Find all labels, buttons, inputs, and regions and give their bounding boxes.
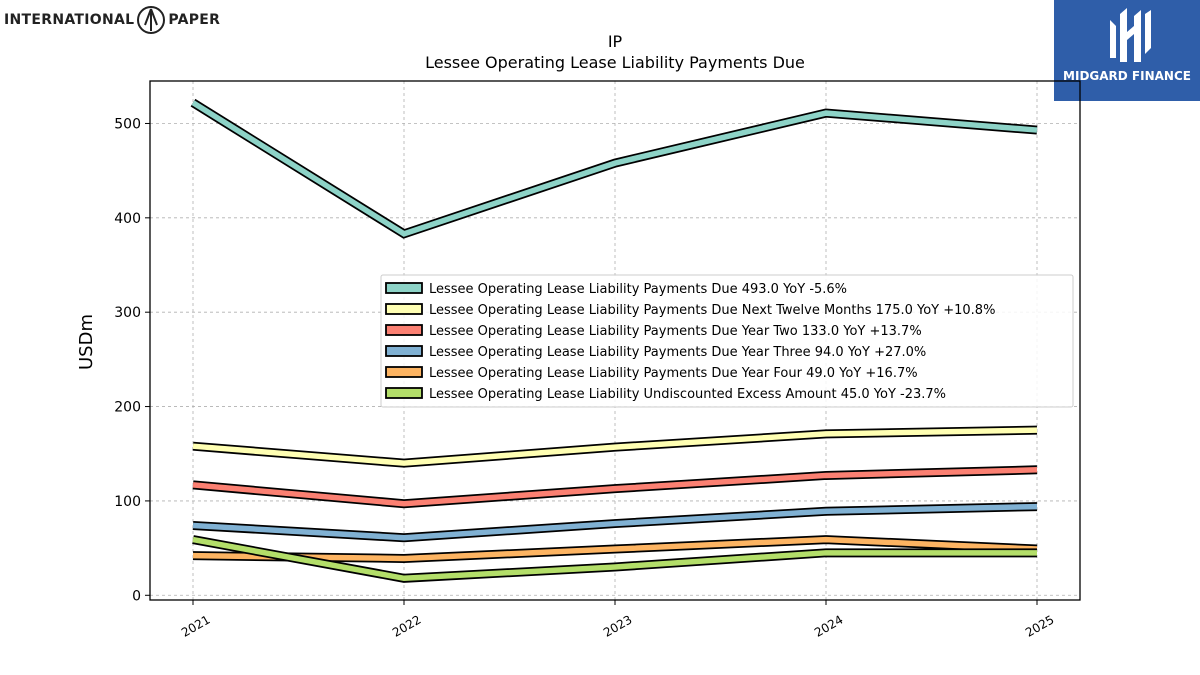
midgard-emblem-icon: [1110, 8, 1151, 62]
legend-box: [380, 274, 1074, 408]
legend-swatch: [385, 303, 423, 315]
international-paper-logo: INTERNATIONAL PAPER: [4, 4, 220, 36]
y-tick-label: 200: [114, 400, 141, 416]
y-tick-label: 500: [114, 116, 141, 132]
logo-word-international: INTERNATIONAL: [4, 12, 135, 28]
series-lines: [190, 98, 1038, 583]
legend: Lessee Operating Lease Liability Payment…: [380, 274, 1074, 408]
midgard-finance-logo: MIDGARD FINANCE: [1054, 0, 1200, 101]
legend-label: Lessee Operating Lease Liability Payment…: [429, 324, 922, 339]
x-tick-label: 2025: [1023, 612, 1056, 639]
legend-label: Lessee Operating Lease Liability Payment…: [429, 345, 926, 360]
legend-swatch: [385, 366, 423, 378]
midgard-finance-name: MIDGARD FINANCE: [1063, 69, 1191, 83]
x-tick-label: 2022: [390, 612, 423, 639]
legend-item: Lessee Operating Lease Liability Payment…: [385, 324, 922, 339]
series-1: [190, 98, 1038, 239]
series-6: [192, 535, 1038, 583]
legend-item: Lessee Operating Lease Liability Payment…: [385, 303, 995, 318]
series-4: [192, 502, 1038, 543]
legend-swatch: [385, 282, 423, 294]
chart-subtitle: Lessee Operating Lease Liability Payment…: [425, 53, 805, 72]
y-axis-label: USDm: [76, 314, 97, 370]
ip-emblem-icon: [137, 6, 166, 34]
x-axis: 2021 2022 2023 2024 2025: [179, 600, 1057, 640]
x-tick-label: 2024: [812, 612, 845, 639]
y-tick-label: 400: [114, 211, 141, 227]
x-tick-label: 2021: [179, 612, 212, 639]
y-tick-label: 100: [114, 494, 141, 510]
legend-item: Lessee Operating Lease Liability Payment…: [385, 345, 926, 360]
series-2: [192, 425, 1038, 468]
chart-title: IP: [608, 32, 623, 51]
legend-label: Lessee Operating Lease Liability Payment…: [429, 303, 995, 318]
series-line: [192, 467, 1038, 507]
logo-word-paper: PAPER: [168, 12, 221, 28]
series-3: [192, 465, 1038, 509]
x-tick-label: 2023: [601, 612, 634, 639]
legend-swatch: [385, 345, 423, 357]
legend-swatch: [385, 387, 423, 399]
y-tick-label: 300: [114, 305, 141, 321]
legend-item: Lessee Operating Lease Liability Undisco…: [385, 387, 946, 402]
legend-item: Lessee Operating Lease Liability Payment…: [385, 282, 847, 297]
legend-label: Lessee Operating Lease Liability Payment…: [429, 282, 847, 297]
y-tick-label: 0: [132, 588, 141, 604]
legend-label: Lessee Operating Lease Liability Undisco…: [429, 387, 946, 402]
legend-item: Lessee Operating Lease Liability Payment…: [385, 366, 918, 381]
legend-swatch: [385, 324, 423, 336]
legend-label: Lessee Operating Lease Liability Payment…: [429, 366, 918, 381]
y-axis: 0 100 200 300 400 500: [114, 116, 150, 604]
